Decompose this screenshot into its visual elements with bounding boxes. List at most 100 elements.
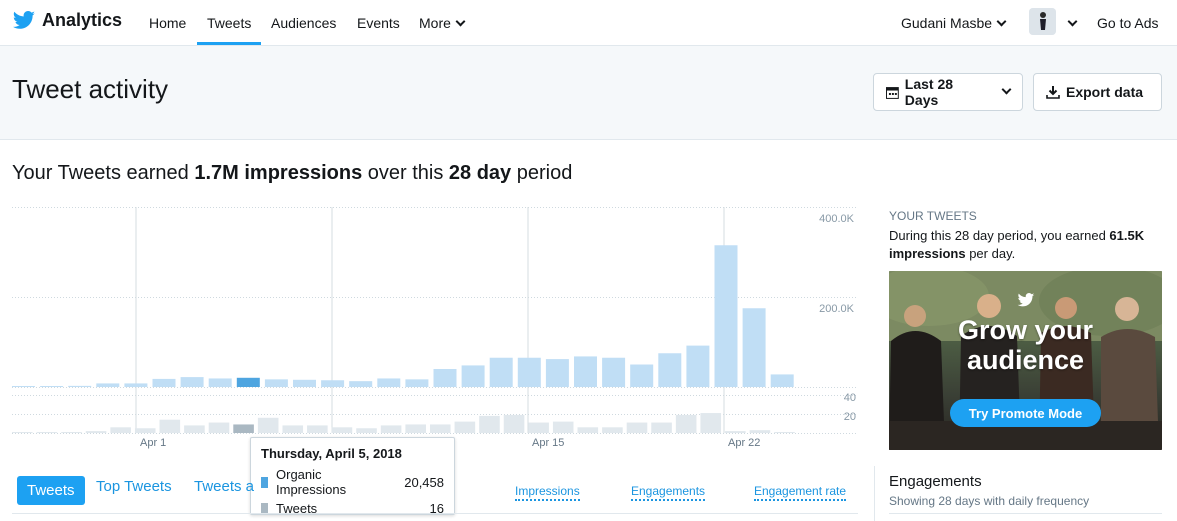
tweets-bar bbox=[651, 422, 672, 433]
tooltip-label: Tweets bbox=[276, 501, 318, 516]
tweets-bar bbox=[749, 430, 771, 433]
tweets-bar bbox=[257, 417, 279, 433]
chart-tooltip: Thursday, April 5, 2018 Organic Impressi… bbox=[250, 437, 455, 516]
tooltip-value: 20,458 bbox=[404, 474, 444, 490]
legend-swatch bbox=[261, 476, 268, 488]
summary-prefix: Your Tweets earned bbox=[12, 162, 195, 184]
impressions-bar bbox=[545, 359, 569, 387]
date-range-label: Last 28 Days bbox=[904, 76, 954, 108]
promo-title-line2: audience bbox=[966, 345, 1085, 375]
impressions-bar bbox=[574, 356, 597, 387]
export-data-button[interactable]: Export data bbox=[1033, 73, 1162, 111]
brand[interactable]: Analytics bbox=[12, 10, 122, 31]
tweets-bar bbox=[454, 421, 476, 433]
tweets-bar bbox=[233, 424, 254, 433]
x-tick-label: Apr 1 bbox=[140, 437, 166, 449]
tweets-bar bbox=[700, 413, 722, 433]
summary-middle: over this bbox=[362, 162, 449, 184]
user-menu[interactable]: Gudani Masbe bbox=[901, 15, 1007, 31]
tweet-activity-chart[interactable]: 200.0K 400.0K 20 40 Apr 1 Apr 15 Apr 22 bbox=[12, 205, 862, 450]
divider bbox=[12, 513, 858, 514]
impressions-bar bbox=[742, 308, 766, 387]
tweets-bar bbox=[85, 431, 107, 433]
engagements-subtitle: Showing 28 days with daily frequency bbox=[889, 494, 1090, 508]
impressions-bar bbox=[686, 345, 710, 387]
avatar[interactable] bbox=[1029, 8, 1056, 35]
nav-home[interactable]: Home bbox=[149, 15, 187, 31]
summary-suffix: period bbox=[511, 162, 573, 184]
tweets-bar bbox=[110, 427, 131, 433]
tweets-bar bbox=[61, 432, 82, 433]
tooltip-row: Tweets 16 bbox=[261, 501, 444, 516]
metric-engagement-rate[interactable]: Engagement rate bbox=[754, 484, 847, 501]
header-band: Tweet activity Last 28 Days Export data bbox=[0, 46, 1177, 140]
impressions-bar bbox=[714, 245, 738, 387]
promote-mode-card[interactable]: Grow your audience Try Promote Mode bbox=[889, 271, 1162, 450]
tweets-bar bbox=[36, 432, 58, 433]
tooltip-label: Organic Impressions bbox=[276, 467, 347, 497]
y-tick-label: 40 bbox=[844, 392, 856, 404]
tab-tweets[interactable]: Tweets bbox=[17, 476, 85, 505]
impressions-bar bbox=[208, 378, 232, 387]
nav-more[interactable]: More bbox=[419, 15, 466, 31]
impressions-bar bbox=[264, 379, 288, 387]
promo-title: Grow your audience bbox=[889, 315, 1162, 375]
tweets-bar bbox=[774, 432, 795, 433]
summary-impressions: 1.7M impressions bbox=[194, 162, 363, 184]
metric-impressions[interactable]: Impressions bbox=[515, 484, 580, 501]
impressions-bar bbox=[349, 381, 373, 387]
impressions-bar bbox=[180, 377, 204, 387]
impressions-bar bbox=[489, 357, 513, 387]
impressions-bar bbox=[517, 357, 541, 387]
impressions-bar bbox=[405, 379, 429, 387]
divider bbox=[889, 513, 1162, 514]
export-data-label: Export data bbox=[1066, 84, 1144, 100]
tweets-bar bbox=[577, 427, 599, 433]
user-name: Gudani Masbe bbox=[901, 15, 993, 31]
impressions-bar bbox=[602, 357, 626, 387]
chevron-down-icon bbox=[1001, 84, 1012, 94]
tweets-bar bbox=[429, 424, 451, 433]
divider bbox=[874, 466, 875, 521]
twitter-bird-icon bbox=[1017, 293, 1035, 307]
promo-title-line1: Grow your bbox=[957, 315, 1093, 345]
summary-period: 28 day bbox=[448, 162, 512, 184]
top-nav: Analytics Home Tweets Audiences Events M… bbox=[0, 0, 1177, 46]
tooltip-date: Thursday, April 5, 2018 bbox=[261, 446, 402, 461]
side-text-pre: During this 28 day period, you earned bbox=[889, 228, 1110, 243]
go-to-ads-link[interactable]: Go to Ads bbox=[1097, 15, 1159, 31]
avatar-menu[interactable] bbox=[1063, 15, 1078, 31]
nav-more-label: More bbox=[419, 15, 451, 31]
impressions-bar bbox=[433, 369, 457, 387]
nav-tweets[interactable]: Tweets bbox=[196, 15, 262, 45]
tweets-bar bbox=[503, 414, 525, 433]
tooltip-value: 16 bbox=[429, 501, 444, 516]
tweets-bar bbox=[552, 421, 574, 433]
chevron-down-icon bbox=[996, 16, 1007, 27]
tab-tweets-and-replies[interactable]: Tweets a bbox=[194, 478, 255, 495]
impressions-summary: Your Tweets earned 1.7M impressions over… bbox=[12, 162, 572, 185]
side-text-bold: 61.5K impressions bbox=[889, 228, 1145, 261]
metric-engagements[interactable]: Engagements bbox=[631, 484, 706, 501]
chevron-down-icon bbox=[1067, 16, 1078, 27]
x-tick-label: Apr 15 bbox=[532, 437, 564, 449]
nav-audiences[interactable]: Audiences bbox=[271, 15, 337, 31]
y-tick-label: 400.0K bbox=[819, 213, 855, 225]
date-range-button[interactable]: Last 28 Days bbox=[873, 73, 1023, 111]
tweets-bar bbox=[12, 432, 33, 433]
tweets-bar bbox=[528, 422, 549, 433]
tab-top-tweets[interactable]: Top Tweets bbox=[96, 478, 172, 495]
tweets-bar bbox=[479, 415, 500, 433]
tweets-bar bbox=[675, 414, 697, 433]
tweets-bar bbox=[307, 425, 328, 433]
nav-events[interactable]: Events bbox=[357, 15, 400, 31]
tweets-bar bbox=[134, 428, 156, 433]
impressions-bar bbox=[377, 378, 401, 387]
impressions-bar bbox=[293, 379, 316, 387]
tweets-bar bbox=[380, 425, 402, 433]
try-promote-mode-button[interactable]: Try Promote Mode bbox=[950, 399, 1101, 427]
tooltip-row: Organic Impressions 20,458 bbox=[261, 467, 444, 497]
chevron-down-icon bbox=[455, 16, 466, 27]
tweets-bar bbox=[602, 427, 623, 433]
twitter-bird-icon bbox=[12, 10, 35, 29]
